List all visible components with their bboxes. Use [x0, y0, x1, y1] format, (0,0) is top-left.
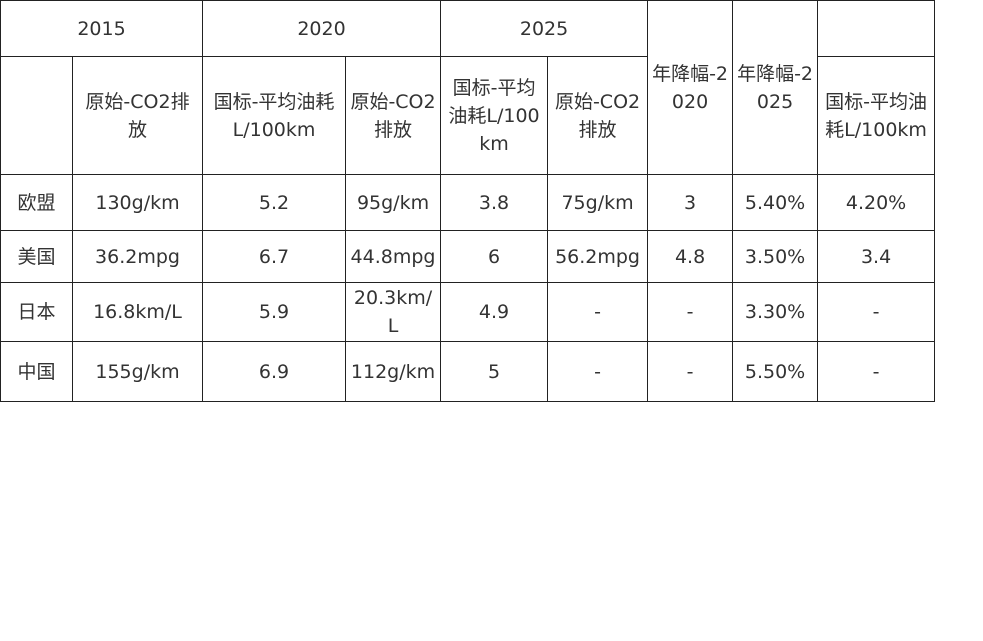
table-row: 2015 2020 2025 年降幅-2020 年降幅-2025 — [0, 0, 936, 175]
data-cell: 3.30% — [732, 282, 819, 342]
data-cell: 75g/km — [547, 174, 649, 231]
header-cell: 年降幅-2025 — [732, 0, 819, 175]
data-cell: 5.9 — [202, 282, 347, 342]
data-cell: 155g/km — [71, 341, 204, 402]
data-cell: 4.9 — [440, 282, 549, 342]
data-cell: 3.4 — [817, 230, 936, 283]
data-cell: 6 — [440, 230, 549, 283]
data-cell: 4.8 — [647, 230, 734, 283]
row-label: 美国 — [0, 230, 73, 283]
empty-cell — [817, 0, 936, 57]
header-cell: 年降幅-2020 — [647, 0, 734, 175]
data-cell: 5 — [440, 341, 549, 402]
data-cell: 3.50% — [732, 230, 819, 283]
data-cell: - — [647, 282, 734, 342]
data-cell: 95g/km — [345, 174, 442, 231]
data-cell: 5.40% — [732, 174, 819, 231]
data-cell: 36.2mpg — [71, 230, 204, 283]
data-cell: 16.8km/L — [71, 282, 204, 342]
data-cell: 5.2 — [202, 174, 347, 231]
row-label: 欧盟 — [0, 174, 73, 231]
data-cell: 112g/km — [345, 341, 442, 402]
data-cell: 44.8mpg — [345, 230, 442, 283]
table-row: 日本 16.8km/L 5.9 20.3km/L 4.9- -3.30% - — [0, 282, 936, 342]
table-row: 美国 36.2mpg 6.7 44.8mpg 6 56.2mpg 4.8 3.50% 3.4 — [0, 230, 936, 283]
data-cell: - — [547, 282, 649, 342]
data-cell: - — [817, 282, 936, 342]
table-row: 原始-CO2排放 国标-平均油耗L/100km 原始-CO2排放 国标-平均油耗L/1… — [0, 56, 936, 175]
data-cell: - — [547, 341, 649, 402]
data-cell: 4.20% — [817, 174, 936, 231]
table-row: 欧盟 130g/km 5.2 95g/km 3.8 75g/km 3 5.40% 4.20% — [0, 174, 936, 231]
data-cell: - — [647, 341, 734, 402]
table-row: 中国 155g/km 6.9 112g/km 5- -5.50% - — [0, 341, 936, 402]
data-cell: 6.7 — [202, 230, 347, 283]
header-cell: 国标-平均油耗L/100km — [202, 56, 347, 175]
data-table: 2015 2020 2025 年降幅-2020 年降幅-2025 原始-CO2排放 国标-平… — [0, 0, 936, 402]
data-cell: 5.50% — [732, 341, 819, 402]
data-cell: 3.8 — [440, 174, 549, 231]
row-label: 中国 — [0, 341, 73, 402]
header-cell: 2015 — [0, 0, 204, 57]
header-cell: 2025 — [440, 0, 649, 57]
header-cell: 国标-平均油耗L/100km — [440, 56, 549, 175]
header-cell: 国标-平均油耗L/100km — [817, 56, 936, 175]
header-cell: 2020 — [202, 0, 442, 57]
data-cell: - — [817, 341, 936, 402]
row-label: 日本 — [0, 282, 73, 342]
data-cell: 20.3km/L — [345, 282, 442, 342]
data-cell: 3 — [647, 174, 734, 231]
header-cell: 原始-CO2排放 — [547, 56, 649, 175]
data-cell: 6.9 — [202, 341, 347, 402]
empty-cell — [0, 56, 73, 175]
header-cell: 原始-CO2排放 — [345, 56, 442, 175]
data-cell: 130g/km — [71, 174, 204, 231]
data-cell: 56.2mpg — [547, 230, 649, 283]
header-cell: 原始-CO2排放 — [71, 56, 204, 175]
